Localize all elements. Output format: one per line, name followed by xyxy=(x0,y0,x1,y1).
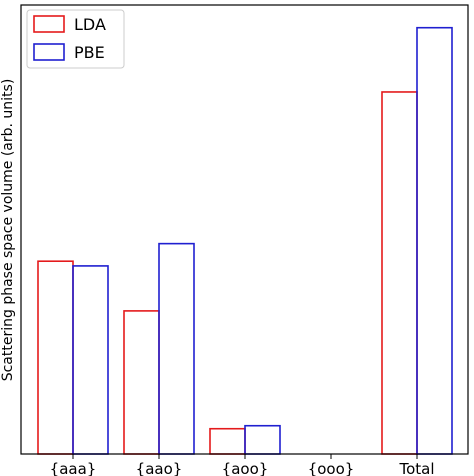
x-tick-label-1: {aao} xyxy=(136,460,183,476)
legend-label-lda: LDA xyxy=(74,15,106,34)
bar-lda-2 xyxy=(209,427,246,455)
legend-swatch-lda xyxy=(33,15,65,33)
y-axis-label: Scattering phase space volume (arb. unit… xyxy=(0,79,16,382)
x-tick-label-3: {ooo} xyxy=(308,460,355,476)
bar-pbe-4 xyxy=(416,26,453,455)
legend-frame xyxy=(26,9,125,69)
bar-pbe-2 xyxy=(244,424,281,455)
x-tick-label-2: {aoo} xyxy=(222,460,269,476)
x-ticks-group: {aaa} {aao} {aoo} {ooo} Total xyxy=(50,454,435,476)
legend: LDA PBE xyxy=(26,9,125,69)
bar-lda-1 xyxy=(123,310,160,455)
bar-lda-0 xyxy=(37,260,74,455)
axes-frame xyxy=(20,4,469,455)
x-tick-label-0: {aaa} xyxy=(50,460,97,476)
x-tick-label-4: Total xyxy=(398,460,434,476)
legend-label-pbe: PBE xyxy=(74,43,105,62)
bars-group xyxy=(37,26,453,455)
bar-pbe-0 xyxy=(72,265,109,455)
bar-pbe-1 xyxy=(158,242,195,455)
legend-swatch-pbe xyxy=(33,43,65,61)
bar-lda-4 xyxy=(381,91,418,455)
